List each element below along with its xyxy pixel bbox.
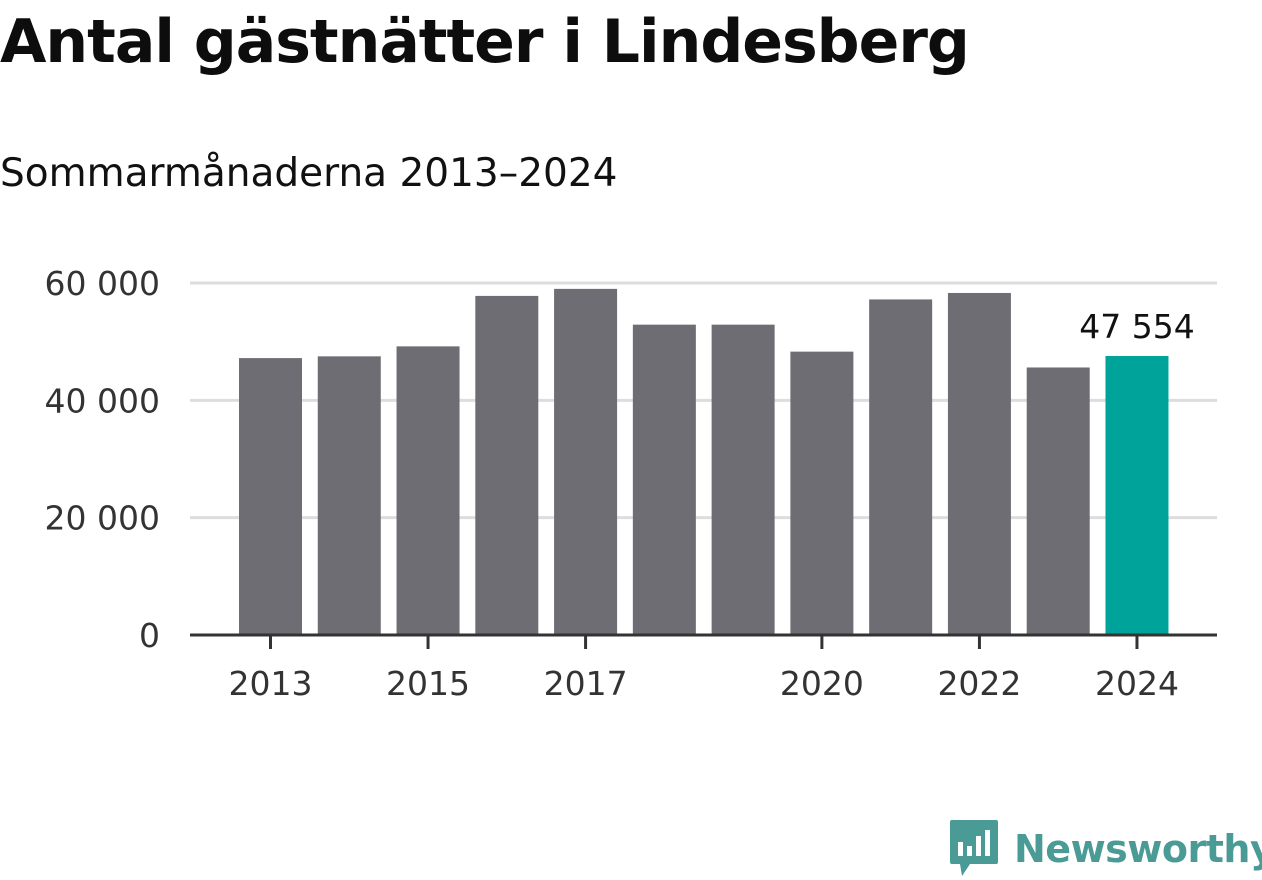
y-tick-label: 40 000 [45, 381, 160, 420]
x-tick-label: 2015 [386, 664, 470, 703]
bars [239, 288, 1169, 635]
bar-2020 [790, 351, 854, 635]
newsworthy-logo: Newsworthy [948, 818, 1262, 880]
bar-2023 [1026, 367, 1090, 635]
bar-2024 [1105, 356, 1169, 635]
bar-2022 [947, 292, 1011, 635]
x-tick-label: 2022 [937, 664, 1021, 703]
y-axis-ticks: 0 20 000 40 000 60 000 [45, 264, 160, 655]
y-tick-label: 60 000 [45, 264, 160, 303]
y-tick-label: 20 000 [45, 499, 160, 538]
chart-title: Antal gästnätter i Lindesberg [0, 7, 970, 77]
bar-2018 [632, 324, 696, 635]
bar-2019 [711, 324, 775, 635]
y-tick-label: 0 [139, 616, 160, 655]
bar-2017 [554, 288, 618, 635]
bar-2015 [396, 346, 460, 635]
bar-2014 [317, 356, 381, 635]
x-tick-label: 2020 [780, 664, 864, 703]
annotations: 47 554 [1079, 307, 1194, 346]
bar-chart: 0 20 000 40 000 60 000 2013 2015 2017 2020 2022… [45, 264, 1217, 703]
x-axis-ticks: 2013 2015 2017 2020 2022 2024 [229, 635, 1179, 703]
x-tick-label: 2017 [544, 664, 628, 703]
newsworthy-logo-icon [950, 820, 998, 876]
bar-2013 [239, 358, 302, 635]
bar-2016 [475, 295, 539, 635]
x-tick-label: 2024 [1095, 664, 1179, 703]
bar-2021 [869, 299, 933, 635]
x-tick-label: 2013 [229, 664, 313, 703]
brand-name: Newsworthy [1014, 827, 1262, 871]
chart-subtitle: Sommarmånaderna 2013–2024 [0, 151, 618, 196]
data-label: 47 554 [1079, 307, 1194, 346]
